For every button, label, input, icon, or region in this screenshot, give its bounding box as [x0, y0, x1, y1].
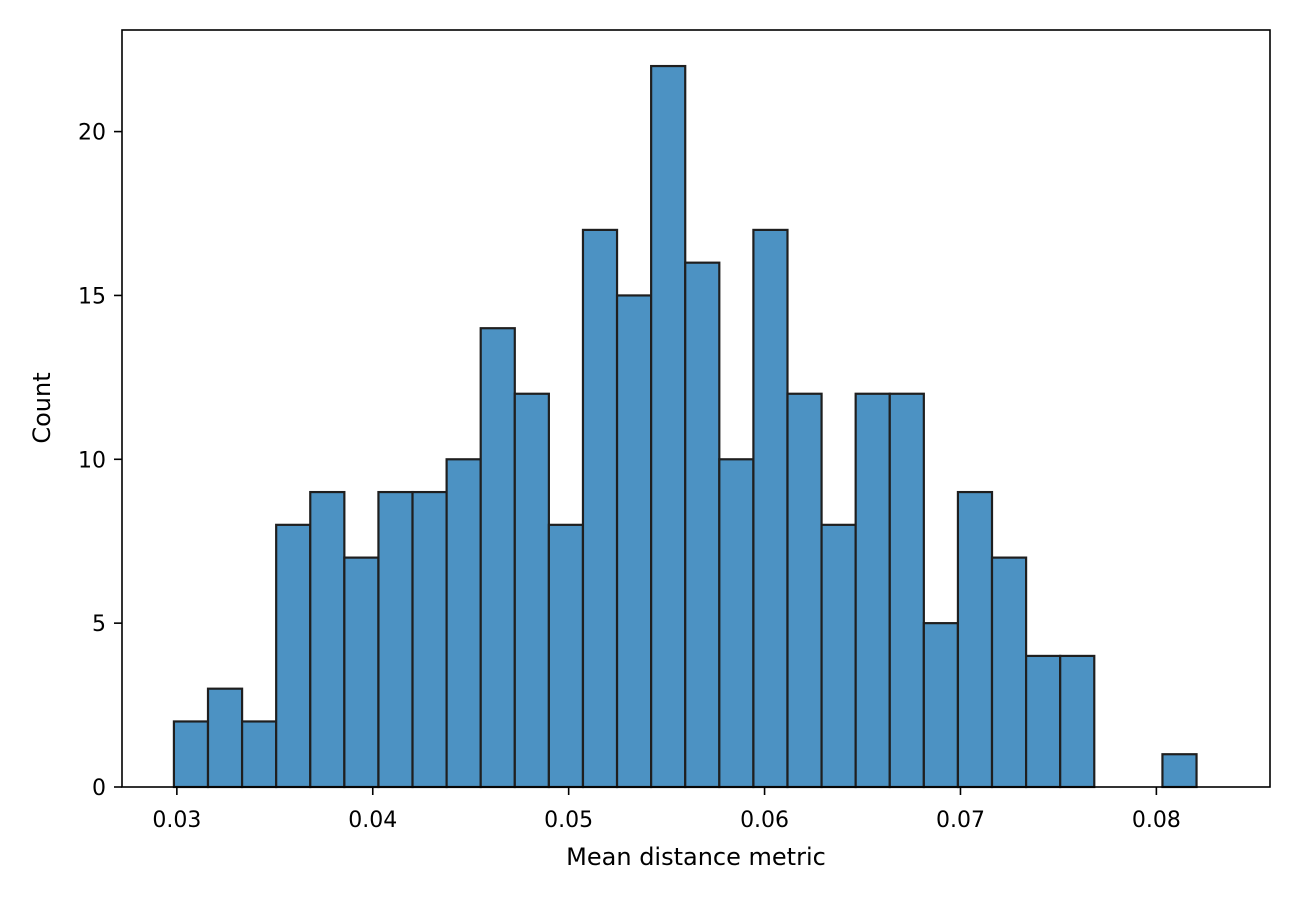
bars [172, 64, 1198, 789]
histogram-bar [513, 392, 550, 789]
histogram-bar [650, 64, 687, 789]
histogram-bar [1059, 654, 1096, 789]
histogram-bar [1024, 654, 1062, 789]
histogram-bar [275, 523, 312, 789]
histogram-bar [990, 556, 1028, 789]
histogram-bar [718, 458, 755, 789]
x-axis-label: Mean distance metric [566, 843, 826, 871]
histogram-bar [411, 490, 448, 789]
histogram-bar [377, 490, 414, 789]
histogram-bar [820, 523, 857, 789]
x-tick-label: 0.08 [1132, 808, 1181, 833]
histogram-bar [752, 228, 789, 789]
histogram-bar [786, 392, 823, 789]
histogram-bar [1161, 753, 1198, 789]
plot-frame [121, 29, 1271, 788]
histogram-bar [581, 228, 619, 789]
y-tick-label: 15 [78, 284, 106, 309]
x-tick-label: 0.05 [544, 808, 593, 833]
x-tick-label: 0.07 [936, 808, 985, 833]
histogram-bar [854, 392, 891, 789]
x-tick-label: 0.04 [348, 808, 397, 833]
x-tick-label: 0.03 [152, 808, 201, 833]
x-axis-ticks: 0.03 0.04 0.05 0.06 0.07 0.08 [152, 787, 1181, 833]
y-tick-label: 5 [92, 612, 106, 637]
histogram-bar [343, 556, 380, 789]
histogram-bar [888, 392, 925, 789]
y-tick-label: 0 [92, 776, 106, 801]
histogram-bar [922, 622, 960, 789]
histogram-bar [615, 294, 653, 789]
histogram-bar [479, 327, 516, 789]
y-axis-label: Count [28, 372, 56, 443]
histogram-bar [172, 720, 210, 789]
histogram-bar [309, 490, 346, 789]
histogram-bar [547, 523, 585, 789]
x-tick-label: 0.06 [740, 808, 789, 833]
histogram-bar [240, 720, 278, 789]
y-axis-ticks: 0 5 10 15 20 [78, 121, 122, 801]
histogram-bar [206, 687, 244, 789]
histogram-bar [445, 458, 482, 789]
y-tick-label: 10 [78, 448, 106, 473]
histogram-bar [684, 261, 721, 789]
histogram-bar [956, 490, 994, 789]
y-tick-label: 20 [78, 121, 106, 146]
